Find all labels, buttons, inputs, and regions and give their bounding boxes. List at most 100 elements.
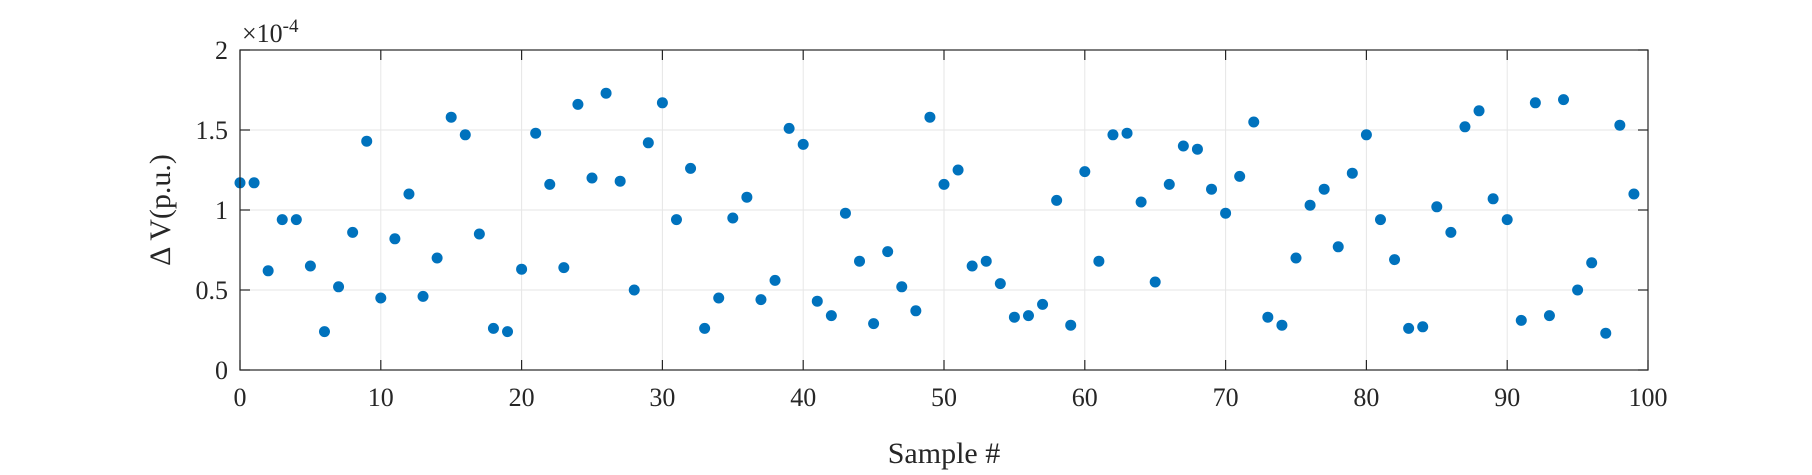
- data-point: [487, 322, 499, 334]
- x-tick-label: 90: [1494, 383, 1520, 412]
- data-point: [656, 97, 668, 109]
- data-point: [966, 260, 978, 272]
- x-axis-label: Sample #: [888, 437, 1001, 470]
- axis-ticks: [239, 49, 1649, 371]
- data-point: [713, 292, 725, 304]
- data-point: [516, 263, 528, 275]
- data-point: [910, 305, 922, 317]
- data-point: [530, 127, 542, 139]
- data-point: [572, 98, 584, 110]
- data-point: [1008, 311, 1020, 323]
- data-point: [868, 318, 880, 330]
- data-point: [980, 255, 992, 267]
- data-point: [586, 172, 598, 184]
- data-point: [1163, 178, 1175, 190]
- data-point: [1403, 322, 1415, 334]
- data-point: [825, 310, 837, 322]
- data-point: [1220, 207, 1232, 219]
- data-point: [1332, 241, 1344, 253]
- data-point: [290, 214, 302, 226]
- data-point: [670, 214, 682, 226]
- data-point: [361, 135, 373, 147]
- data-point: [1093, 255, 1105, 267]
- data-point: [642, 137, 654, 149]
- data-point: [558, 262, 570, 274]
- data-point: [1149, 276, 1161, 288]
- data-point: [1191, 143, 1203, 155]
- x-tick-label: 70: [1213, 383, 1239, 412]
- data-point: [1628, 188, 1640, 200]
- x-tick-label: 80: [1353, 383, 1379, 412]
- data-point: [1318, 183, 1330, 195]
- data-point: [839, 207, 851, 219]
- data-point: [882, 246, 894, 258]
- data-point: [1487, 193, 1499, 205]
- data-point: [1177, 140, 1189, 152]
- data-point: [727, 212, 739, 224]
- data-point: [1501, 214, 1513, 226]
- data-point: [1022, 310, 1034, 322]
- data-point: [375, 292, 387, 304]
- x-tick-label: 20: [509, 383, 535, 412]
- data-point: [755, 294, 767, 306]
- data-point: [854, 255, 866, 267]
- data-point: [797, 138, 809, 150]
- data-point: [1572, 284, 1584, 296]
- data-point: [1276, 319, 1288, 331]
- data-point: [1107, 129, 1119, 141]
- data-point: [1515, 314, 1527, 326]
- x-tick-label: 50: [931, 383, 957, 412]
- y-tick-labels: 0 0.5 1 1.5 2: [196, 36, 229, 385]
- data-point: [333, 281, 345, 293]
- x-tick-label: 0: [234, 383, 247, 412]
- data-point: [1290, 252, 1302, 264]
- data-point: [924, 111, 936, 123]
- data-point: [741, 191, 753, 203]
- data-point: [1614, 119, 1626, 131]
- data-points: [234, 87, 1640, 339]
- data-point: [1389, 254, 1401, 266]
- x-tick-label: 40: [790, 383, 816, 412]
- data-point: [1600, 327, 1612, 339]
- data-point: [318, 326, 330, 338]
- data-point: [1135, 196, 1147, 208]
- data-point: [1206, 183, 1218, 195]
- data-point: [1459, 121, 1471, 133]
- data-point: [1304, 199, 1316, 211]
- data-point: [685, 162, 697, 174]
- data-point: [304, 260, 316, 272]
- x-tick-label: 60: [1072, 383, 1098, 412]
- data-point: [1473, 105, 1485, 117]
- data-point: [600, 87, 612, 99]
- data-point: [614, 175, 626, 187]
- data-point: [994, 278, 1006, 290]
- data-point: [896, 281, 908, 293]
- data-point: [1417, 321, 1429, 333]
- data-point: [1374, 214, 1386, 226]
- y-axis-label: Δ V(p.u.): [144, 154, 177, 266]
- data-point: [952, 164, 964, 176]
- data-point: [938, 178, 950, 190]
- data-point: [1445, 226, 1457, 238]
- y-exponent-label: ×10-4: [242, 16, 299, 48]
- data-point: [544, 178, 556, 190]
- data-point: [1529, 97, 1541, 109]
- data-point: [699, 322, 711, 334]
- data-point: [1360, 129, 1372, 141]
- data-point: [1558, 94, 1570, 106]
- data-point: [502, 326, 514, 338]
- data-point: [459, 129, 471, 141]
- x-tick-label: 10: [368, 383, 394, 412]
- data-point: [811, 295, 823, 307]
- data-point: [431, 252, 443, 264]
- data-point: [1262, 311, 1274, 323]
- data-point: [262, 265, 274, 277]
- data-point: [445, 111, 457, 123]
- y-tick-label: 0: [215, 356, 228, 385]
- data-point: [417, 290, 429, 302]
- data-point: [1051, 194, 1063, 206]
- data-point: [248, 177, 260, 189]
- data-point: [276, 214, 288, 226]
- data-point: [1234, 170, 1246, 182]
